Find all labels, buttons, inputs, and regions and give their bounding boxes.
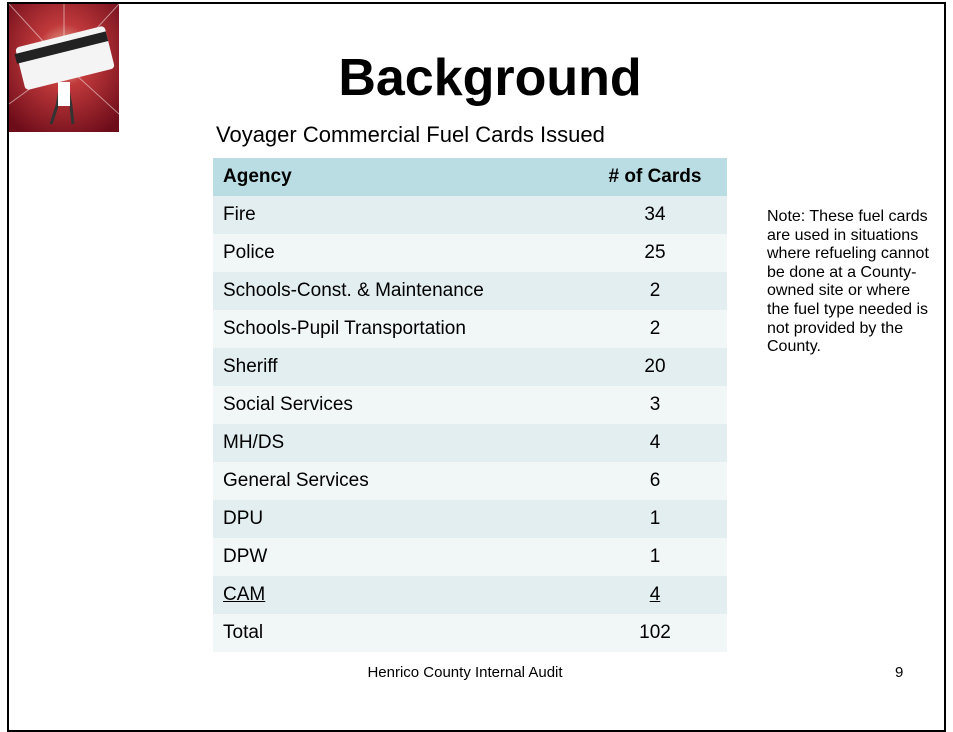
note: Note: These fuel cards are used in situa… xyxy=(767,208,929,357)
slide: {"header": {"title": "Background", "subt… xyxy=(0,0,953,719)
agency-cell: Schools-Pupil Transportation xyxy=(213,310,583,348)
agency-cell: Total xyxy=(213,614,583,652)
agency-cell: CAM xyxy=(213,576,583,614)
cards-cell: 4 xyxy=(583,424,727,462)
agency-cell: DPU xyxy=(213,500,583,538)
agency-cell: Sheriff xyxy=(213,348,583,386)
cards-cell: 1 xyxy=(583,538,727,576)
column-header: # of Cards xyxy=(583,158,727,196)
column-header: Agency xyxy=(213,158,583,196)
header-row: Agency # of Cards xyxy=(213,158,727,196)
agency-cell: Police xyxy=(213,234,583,272)
cards-cell: 3 xyxy=(583,386,727,424)
cards-cell: 102 xyxy=(583,614,727,652)
cards-cell: 2 xyxy=(583,272,727,310)
agency-cell: MH/DS xyxy=(213,424,583,462)
footer: Henrico County Internal Audit xyxy=(290,664,640,681)
cards-cell: 34 xyxy=(583,196,727,234)
agency-cell: Social Services xyxy=(213,386,583,424)
cards-cell: 20 xyxy=(583,348,727,386)
agency-cell: Fire xyxy=(213,196,583,234)
cards-cell: 6 xyxy=(583,462,727,500)
cards-cell: 25 xyxy=(583,234,727,272)
cards-cell: 2 xyxy=(583,310,727,348)
page-number: 9 xyxy=(895,664,903,681)
cards-cell: 4 xyxy=(583,576,727,614)
agency-cell: DPW xyxy=(213,538,583,576)
logo-image xyxy=(9,4,119,132)
subtitle: Voyager Commercial Fuel Cards Issued xyxy=(216,122,605,148)
agency-cell: Schools-Const. & Maintenance xyxy=(213,272,583,310)
agency-cell: General Services xyxy=(213,462,583,500)
cards-cell: 1 xyxy=(583,500,727,538)
title: Background xyxy=(200,48,780,108)
